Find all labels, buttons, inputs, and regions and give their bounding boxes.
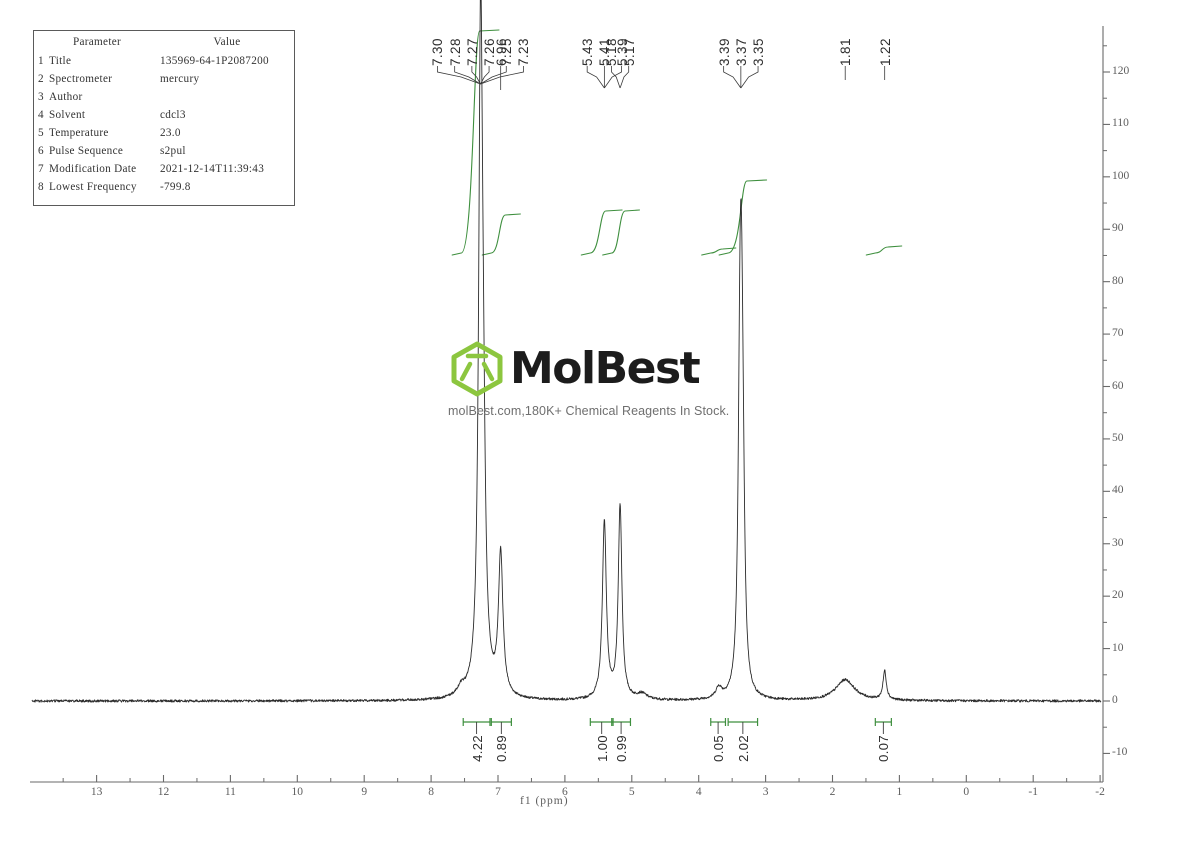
parameter-row: 1 Title 135969-64-1P2087200 <box>34 52 294 70</box>
x-axis-tick-label: 2 <box>829 786 836 798</box>
parameter-value: mercury <box>160 73 200 85</box>
parameter-row: 7 Modification Date 2021-12-14T11:39:43 <box>34 160 294 178</box>
parameter-table-header: Parameter Value <box>34 31 294 50</box>
parameter-value: cdcl3 <box>160 109 186 121</box>
hexagon-logo-icon <box>451 341 503 397</box>
y-axis-tick-label: 20 <box>1112 589 1124 602</box>
parameter-key: Lowest Frequency <box>49 181 137 193</box>
parameter-index: 4 <box>38 109 44 121</box>
parameter-index: 2 <box>38 73 44 85</box>
x-axis <box>30 775 1103 783</box>
x-axis-tick-label: 4 <box>695 786 702 798</box>
integral-value-label: 0.07 <box>876 735 892 762</box>
integral-value-label: 4.22 <box>469 735 485 762</box>
y-axis-tick-label: 80 <box>1112 274 1124 287</box>
parameter-key: Temperature <box>49 127 109 139</box>
x-axis-tick-label: 9 <box>361 786 368 798</box>
x-axis-tick-label: 6 <box>562 786 568 798</box>
parameter-index: 3 <box>38 91 44 103</box>
x-axis-tick-label: 13 <box>90 786 103 798</box>
peak-shift-label: 5.17 <box>621 38 637 66</box>
integral-value-label: 1.00 <box>594 735 610 762</box>
peak-shift-label: 7.23 <box>516 38 532 66</box>
x-axis-tick-label: 7 <box>495 786 501 798</box>
x-axis-tick-label: 10 <box>291 786 304 798</box>
integral-value-label: 0.05 <box>711 735 727 762</box>
parameter-value: s2pul <box>160 145 186 157</box>
parameter-table-body: 1 Title 135969-64-1P2087200 2 Spectrometer me… <box>34 50 294 196</box>
x-axis-tick-label: 1 <box>896 786 903 798</box>
parameter-key: Spectrometer <box>49 73 113 85</box>
x-axis-tick-label: 11 <box>224 786 236 798</box>
y-axis-tick-label: 70 <box>1112 327 1124 340</box>
x-axis-tick-label: 12 <box>157 786 170 798</box>
watermark-tagline: molBest.com,180K+ Chemical Reagents In S… <box>448 404 730 418</box>
column-header-value: Value <box>213 36 241 48</box>
peak-shift-label: 5.43 <box>580 38 596 66</box>
watermark-brand-row: MolBest <box>448 340 748 398</box>
y-axis-tick-label: 110 <box>1112 117 1129 130</box>
parameter-value: 2021-12-14T11:39:43 <box>160 163 265 175</box>
parameter-row: 4 Solvent cdcl3 <box>34 106 294 124</box>
parameter-key: Solvent <box>49 109 86 121</box>
parameter-value <box>160 88 294 106</box>
x-axis-tick-label: 0 <box>963 786 970 798</box>
y-axis-tick-label: 40 <box>1112 484 1124 497</box>
peak-tick-marks <box>437 66 886 90</box>
parameter-index: 7 <box>38 163 44 175</box>
parameter-row: 8 Lowest Frequency -799.8 <box>34 178 294 196</box>
peak-shift-label: 3.37 <box>733 38 749 66</box>
peak-shift-label: 1.22 <box>877 38 893 66</box>
parameter-row: 6 Pulse Sequence s2pul <box>34 142 294 160</box>
parameter-value: 135969-64-1P2087200 <box>160 55 269 67</box>
peak-shift-label: 7.30 <box>430 38 446 66</box>
parameter-key: Title <box>49 55 72 67</box>
parameter-row: 5 Temperature 23.0 <box>34 124 294 142</box>
y-axis-tick-label: -10 <box>1112 746 1128 759</box>
y-axis-tick-label: 100 <box>1112 169 1130 182</box>
y-axis-tick-label: 0 <box>1112 694 1118 706</box>
parameter-value: -799.8 <box>160 181 191 193</box>
column-header-parameter: Parameter <box>72 36 122 48</box>
peak-shift-label: 6.96 <box>493 38 509 66</box>
x-axis-tick-label: 3 <box>762 786 769 798</box>
parameter-index: 1 <box>38 55 44 67</box>
y-axis <box>1102 26 1110 782</box>
integral-value-label: 0.89 <box>494 735 510 762</box>
integral-brackets <box>462 718 892 734</box>
parameter-row: 3 Author <box>34 88 294 106</box>
x-axis-tick-label: 5 <box>628 786 635 798</box>
watermark: MolBest molBest.com,180K+ Chemical Reage… <box>448 340 748 432</box>
y-axis-tick-label: 60 <box>1112 379 1124 392</box>
y-axis-tick-label: 90 <box>1112 222 1124 235</box>
y-axis-tick-label: 120 <box>1112 65 1130 77</box>
parameter-key: Modification Date <box>49 163 137 175</box>
peak-shift-label: 5.18 <box>604 38 620 66</box>
peak-shift-label: 7.27 <box>464 38 480 66</box>
parameter-key: Author <box>49 91 83 103</box>
x-axis-tick-label: -1 <box>1028 786 1038 798</box>
peak-shift-label: 7.28 <box>447 38 463 66</box>
peak-shift-label: 3.39 <box>716 38 732 66</box>
parameter-key: Pulse Sequence <box>49 145 124 157</box>
parameter-index: 8 <box>38 181 44 193</box>
parameter-index: 6 <box>38 145 44 157</box>
parameter-table: Parameter Value 1 Title 135969-64-1P208720… <box>33 30 295 206</box>
watermark-brand-text: MolBest <box>510 343 701 394</box>
y-axis-tick-label: 50 <box>1112 431 1124 444</box>
integral-value-label: 0.99 <box>614 735 630 762</box>
parameter-value: 23.0 <box>160 127 181 139</box>
x-axis-title: f1 (ppm) <box>520 795 569 807</box>
x-axis-tick-label: 8 <box>428 786 434 798</box>
peak-shift-label: 1.81 <box>838 38 854 66</box>
y-axis-tick-label: 30 <box>1112 536 1124 549</box>
peak-shift-label: 3.35 <box>751 38 767 66</box>
parameter-row: 2 Spectrometer mercury <box>34 70 294 88</box>
y-axis-tick-label: 10 <box>1112 641 1124 654</box>
x-axis-tick-label: -2 <box>1095 786 1105 798</box>
parameter-index: 5 <box>38 127 44 139</box>
integral-value-label: 2.02 <box>735 735 751 762</box>
